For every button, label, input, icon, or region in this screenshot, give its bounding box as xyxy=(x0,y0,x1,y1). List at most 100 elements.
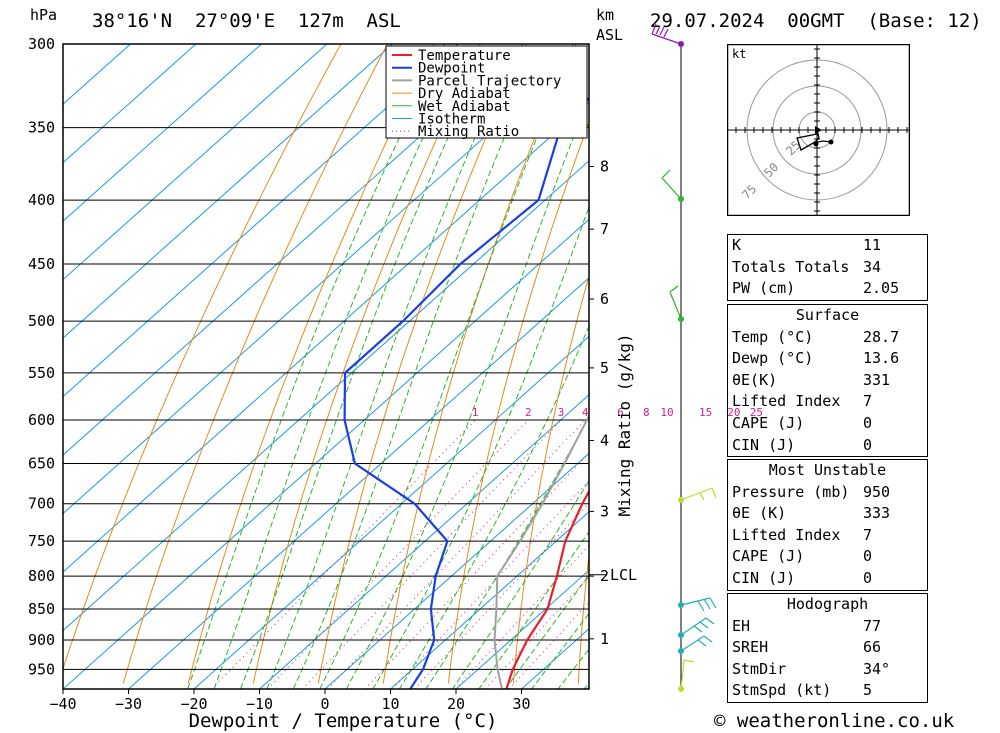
wind-barb xyxy=(680,635,713,652)
pressure-tick-label: 950 xyxy=(28,660,55,678)
wet-adiabat-line xyxy=(530,612,589,689)
legend-label: Isotherm xyxy=(418,112,485,128)
wind-barb xyxy=(651,23,682,45)
mixing-ratio-line xyxy=(508,601,589,689)
index-value: 333 xyxy=(863,504,891,523)
wet-adiabat-line xyxy=(213,44,468,689)
km-tick-label: 8 xyxy=(600,158,609,176)
index-value: 34 xyxy=(863,257,882,276)
mixing-ratio-label: 25 xyxy=(750,406,763,419)
index-value: 950 xyxy=(863,482,891,501)
isotherm-line xyxy=(63,160,589,632)
pressure-tick-label: 850 xyxy=(28,600,55,618)
hodograph-unit-label: kt xyxy=(732,47,746,61)
pressure-tick-label: 600 xyxy=(28,411,55,429)
isotherm-line xyxy=(63,44,262,222)
dry-adiabat-line xyxy=(447,121,589,684)
wind-barb xyxy=(661,169,682,200)
mixing-ratio-axis-title: Mixing Ratio (g/kg) xyxy=(615,333,634,516)
x-tick-label: −10 xyxy=(246,695,273,713)
isotherm-line xyxy=(324,452,589,689)
mixing-ratio-label: 2 xyxy=(525,406,532,419)
hodograph-title: Hodograph xyxy=(786,595,869,613)
wet-adiabat-line xyxy=(266,44,518,689)
legend-label: Parcel Trajectory xyxy=(418,73,561,89)
km-tick-label: 2 xyxy=(600,567,609,585)
x-tick-label: 0 xyxy=(320,695,329,713)
x-tick-label: 20 xyxy=(447,695,465,713)
wind-barb xyxy=(680,597,717,612)
wind-barb xyxy=(680,617,715,636)
most-unstable-box: Most Unstable Pressure (mb) 950 θE (K) 333… xyxy=(727,459,928,591)
index-value: 0 xyxy=(863,413,873,432)
lcl-label: LCL xyxy=(610,566,637,584)
wet-adiabat-line xyxy=(292,44,546,689)
index-label: Pressure (mb) xyxy=(732,482,850,501)
pressure-tick-label: 450 xyxy=(28,255,55,273)
index-value: 2.05 xyxy=(863,279,900,298)
isotherm-line xyxy=(455,569,589,689)
dry-adiabat-line xyxy=(577,551,589,684)
hodograph: kt 25 50 75 xyxy=(727,44,910,216)
isotherm-line xyxy=(63,44,328,281)
index-value: 13.6 xyxy=(863,349,900,368)
isotherm-line xyxy=(259,394,589,689)
index-label: EH xyxy=(732,616,751,635)
copyright-footer: © weatheronline.co.uk xyxy=(714,710,955,732)
index-value: 0 xyxy=(863,435,873,454)
mixing-ratio-label: 8 xyxy=(643,406,650,419)
index-label: PW (cm) xyxy=(732,279,796,298)
hpa-unit-label: hPa xyxy=(30,6,58,24)
km-tick-label: 3 xyxy=(600,502,609,520)
isotherm-line xyxy=(390,511,589,689)
wind-barb xyxy=(669,285,682,320)
mixing-ratio-label: 1 xyxy=(472,406,479,419)
hodograph-indices-box: Hodograph EH 77 SREH 66 StmDir 34° StmSpd (… xyxy=(727,593,928,703)
index-label: Lifted Index xyxy=(732,392,841,411)
hodograph-trace xyxy=(796,129,820,151)
legend-label: Wet Adiabat xyxy=(418,99,511,115)
isotherm-line xyxy=(63,44,393,339)
isotherm-line xyxy=(128,277,589,689)
index-value: 66 xyxy=(863,638,882,657)
pressure-tick-label: 350 xyxy=(28,119,55,137)
hodograph-point xyxy=(813,141,819,147)
surface-title: Surface xyxy=(795,306,860,324)
legend-label: Temperature xyxy=(418,48,511,64)
index-label: Totals Totals xyxy=(732,257,850,276)
mixing-ratio-label: 6 xyxy=(617,406,624,419)
km-tick-label: 7 xyxy=(600,220,609,238)
km-unit-label: km xyxy=(596,6,615,24)
mixing-ratio-line xyxy=(267,419,529,689)
legend-label: Dewpoint xyxy=(418,61,485,77)
legend-box xyxy=(385,45,588,139)
index-label: Dewp (°C) xyxy=(732,349,814,368)
isotherm-line xyxy=(193,335,589,689)
index-value: 0 xyxy=(863,547,873,566)
mixing-ratio-line xyxy=(327,419,586,689)
isotherm-line xyxy=(63,44,197,164)
parcel-trajectory xyxy=(493,413,589,689)
most-unstable-title: Most Unstable xyxy=(768,461,887,479)
wind-barb xyxy=(680,659,695,690)
dry-adiabat-line xyxy=(63,44,342,671)
pressure-tick-label: 400 xyxy=(28,191,55,209)
dry-adiabat-line xyxy=(382,44,574,684)
index-label: StmDir xyxy=(732,659,787,678)
pressure-tick-label: 700 xyxy=(28,495,55,513)
mixing-ratio-label: 3 xyxy=(558,406,565,419)
km-tick-label: 5 xyxy=(600,359,609,377)
x-tick-label: 10 xyxy=(381,695,399,713)
isotherm-line xyxy=(63,101,589,573)
index-label: CAPE (J) xyxy=(732,413,805,432)
pressure-tick-label: 900 xyxy=(28,631,55,649)
mixing-ratio-label: 10 xyxy=(660,406,673,419)
asl-unit-label: ASL xyxy=(596,26,624,44)
x-tick-label: 30 xyxy=(512,695,530,713)
index-value: 11 xyxy=(863,236,882,254)
x-tick-label: −30 xyxy=(115,695,142,713)
x-tick-label: −20 xyxy=(180,695,207,713)
index-value: 34° xyxy=(863,659,891,678)
